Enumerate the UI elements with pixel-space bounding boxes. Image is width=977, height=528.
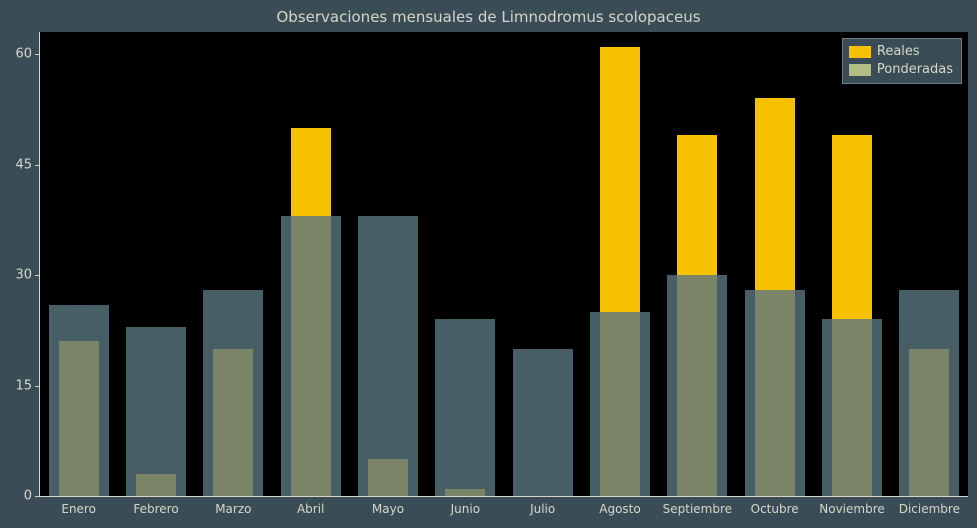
bar-ponderadas xyxy=(590,312,650,496)
legend-item: Reales xyxy=(849,43,953,61)
legend-swatch xyxy=(849,64,871,76)
legend-label: Reales xyxy=(877,43,920,61)
legend-swatch xyxy=(849,46,871,58)
legend-label: Ponderadas xyxy=(877,61,953,79)
xtick-label: Enero xyxy=(61,502,96,516)
bar-ponderadas xyxy=(667,275,727,496)
bar-ponderadas xyxy=(745,290,805,496)
xtick-label: Diciembre xyxy=(899,502,960,516)
ytick-label: 60 xyxy=(2,47,32,62)
bar-ponderadas xyxy=(126,327,186,496)
xtick-label: Junio xyxy=(451,502,480,516)
xtick-label: Octubre xyxy=(751,502,799,516)
bar-ponderadas xyxy=(435,319,495,496)
chart-container: Observaciones mensuales de Limnodromus s… xyxy=(0,0,977,528)
xtick-label: Abril xyxy=(297,502,324,516)
bar-ponderadas xyxy=(203,290,263,496)
legend-item: Ponderadas xyxy=(849,61,953,79)
ytick-label: 45 xyxy=(2,157,32,172)
bar-ponderadas xyxy=(281,216,341,496)
chart-title: Observaciones mensuales de Limnodromus s… xyxy=(0,8,977,26)
xtick-label: Mayo xyxy=(372,502,404,516)
bar-ponderadas xyxy=(358,216,418,496)
xtick-label: Marzo xyxy=(215,502,251,516)
bar-ponderadas xyxy=(822,319,882,496)
bar-ponderadas xyxy=(899,290,959,496)
ytick-label: 30 xyxy=(2,268,32,283)
xtick-label: Agosto xyxy=(599,502,640,516)
xtick-label: Julio xyxy=(530,502,555,516)
plot-area xyxy=(40,32,968,496)
ytick-label: 0 xyxy=(2,489,32,504)
xtick-label: Noviembre xyxy=(819,502,885,516)
bar-ponderadas xyxy=(49,305,109,496)
ytick-label: 15 xyxy=(2,378,32,393)
bar-ponderadas xyxy=(513,349,573,496)
xtick-label: Septiembre xyxy=(663,502,732,516)
legend: RealesPonderadas xyxy=(842,38,962,84)
xtick-label: Febrero xyxy=(133,502,178,516)
